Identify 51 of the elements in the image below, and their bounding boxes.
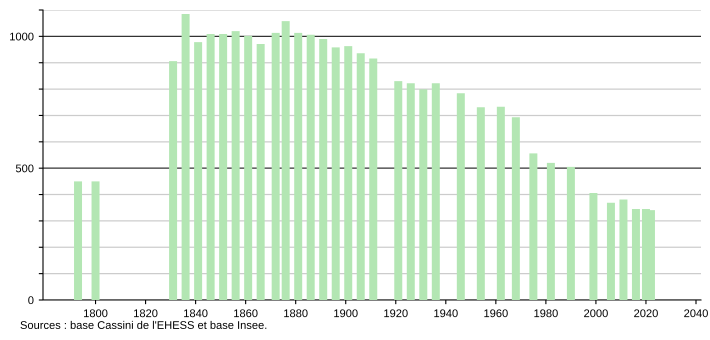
bar xyxy=(194,42,202,300)
x-tick-label: 2020 xyxy=(634,309,658,318)
bar xyxy=(92,181,100,300)
bar xyxy=(419,89,428,300)
x-tick-label: 1900 xyxy=(334,309,358,318)
x-tick-label: 1920 xyxy=(384,309,408,318)
x-tick-label: 1940 xyxy=(434,309,458,318)
bar xyxy=(476,107,485,300)
bar xyxy=(432,83,440,300)
x-tick-label: 1960 xyxy=(484,309,508,318)
bar xyxy=(169,61,178,300)
y-tick-label: 1000 xyxy=(10,32,34,40)
bar xyxy=(589,192,598,300)
bar xyxy=(632,209,640,300)
y-tick-label: 0 xyxy=(28,296,34,304)
x-tick-label: 1840 xyxy=(184,309,208,318)
bar xyxy=(369,58,378,300)
bar xyxy=(344,46,352,300)
bar xyxy=(306,34,315,300)
bar xyxy=(332,47,340,300)
bar xyxy=(356,53,365,300)
bar xyxy=(219,34,228,300)
bar xyxy=(406,83,415,300)
x-tick-label: 1860 xyxy=(234,309,258,318)
bar xyxy=(74,181,82,300)
bar xyxy=(606,202,615,300)
bar xyxy=(232,31,240,300)
bar xyxy=(244,36,252,300)
bar xyxy=(529,153,538,300)
x-tick-label: 2000 xyxy=(584,309,608,318)
bar xyxy=(294,32,302,300)
bar xyxy=(546,162,555,300)
y-tick-label: 500 xyxy=(16,164,34,172)
bar xyxy=(496,106,505,300)
bar xyxy=(619,200,628,300)
x-tick-label: 1820 xyxy=(134,309,158,318)
bar xyxy=(256,44,265,300)
x-tick-label: 2040 xyxy=(684,309,708,318)
x-tick-label: 1800 xyxy=(84,309,108,318)
bar xyxy=(512,117,520,300)
bar xyxy=(319,39,328,300)
bar xyxy=(182,14,190,300)
bar xyxy=(272,32,280,300)
bar xyxy=(206,34,215,300)
bar xyxy=(282,21,290,300)
bar xyxy=(456,93,465,300)
bar xyxy=(394,81,402,300)
x-tick-label: 1980 xyxy=(534,309,558,318)
bar xyxy=(566,166,575,300)
source-note: Sources : base Cassini de l'EHESS et base Insee. xyxy=(20,320,266,329)
x-tick-label: 1880 xyxy=(284,309,308,318)
